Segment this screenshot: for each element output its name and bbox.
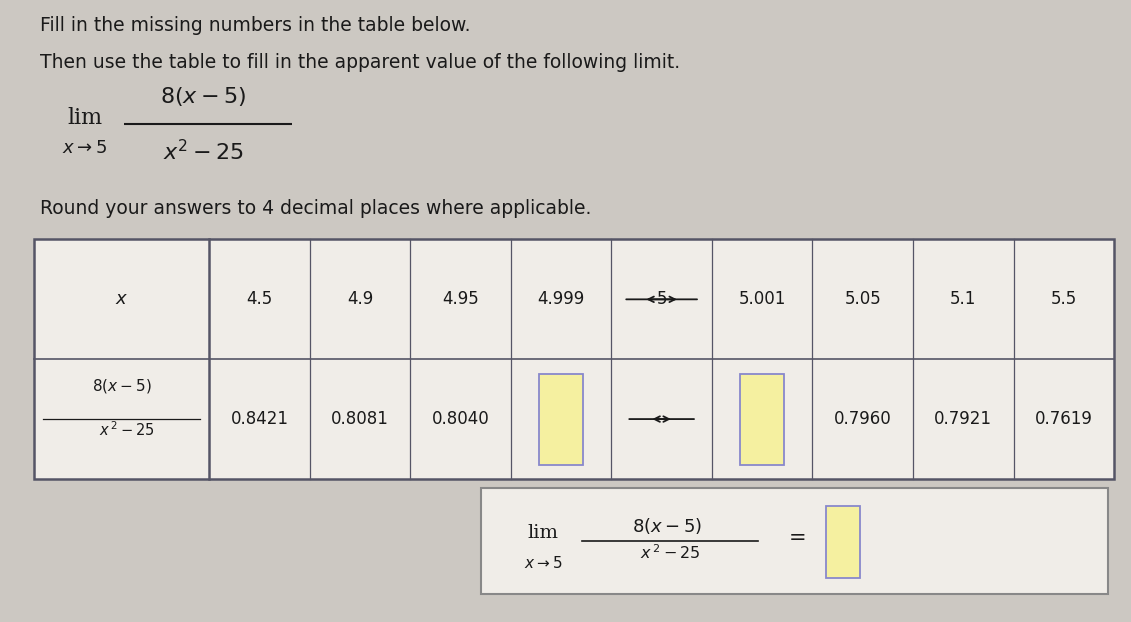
Text: $x^{\,2} - 25$: $x^{\,2} - 25$: [640, 544, 701, 562]
Text: $x^{\,2}-25$: $x^{\,2}-25$: [100, 420, 155, 439]
Text: 0.7921: 0.7921: [934, 410, 992, 428]
Text: 4.9: 4.9: [347, 290, 373, 309]
Text: $8(x-5)$: $8(x-5)$: [92, 378, 152, 396]
Text: $x \rightarrow 5$: $x \rightarrow 5$: [524, 555, 562, 570]
Text: 4.5: 4.5: [247, 290, 273, 309]
Text: 0.8040: 0.8040: [432, 410, 490, 428]
Text: 0.7619: 0.7619: [1035, 410, 1093, 428]
Text: $8(x-5)$: $8(x-5)$: [161, 85, 247, 108]
Text: $8(x-5)$: $8(x-5)$: [632, 516, 702, 536]
Text: 0.8081: 0.8081: [331, 410, 389, 428]
Text: =: =: [788, 528, 806, 548]
Text: $x^2-25$: $x^2-25$: [163, 139, 244, 165]
Text: 5.5: 5.5: [1051, 290, 1077, 309]
Text: 4.999: 4.999: [537, 290, 585, 309]
Text: lim: lim: [67, 107, 103, 129]
Text: 5.001: 5.001: [739, 290, 786, 309]
Text: 0.8421: 0.8421: [231, 410, 288, 428]
Text: 5.05: 5.05: [845, 290, 881, 309]
Text: 5.1: 5.1: [950, 290, 976, 309]
Text: 0.7960: 0.7960: [834, 410, 891, 428]
Text: 5: 5: [656, 290, 667, 309]
Text: Round your answers to 4 decimal places where applicable.: Round your answers to 4 decimal places w…: [40, 199, 592, 218]
Text: 4.95: 4.95: [442, 290, 478, 309]
Bar: [539, 374, 584, 465]
Text: lim: lim: [527, 524, 559, 542]
Bar: [740, 374, 784, 465]
Text: $x \rightarrow 5$: $x \rightarrow 5$: [62, 139, 107, 157]
Bar: [826, 506, 860, 578]
Text: $x$: $x$: [115, 290, 128, 309]
Text: Then use the table to fill in the apparent value of the following limit.: Then use the table to fill in the appare…: [40, 53, 680, 72]
Text: Fill in the missing numbers in the table below.: Fill in the missing numbers in the table…: [40, 16, 470, 35]
